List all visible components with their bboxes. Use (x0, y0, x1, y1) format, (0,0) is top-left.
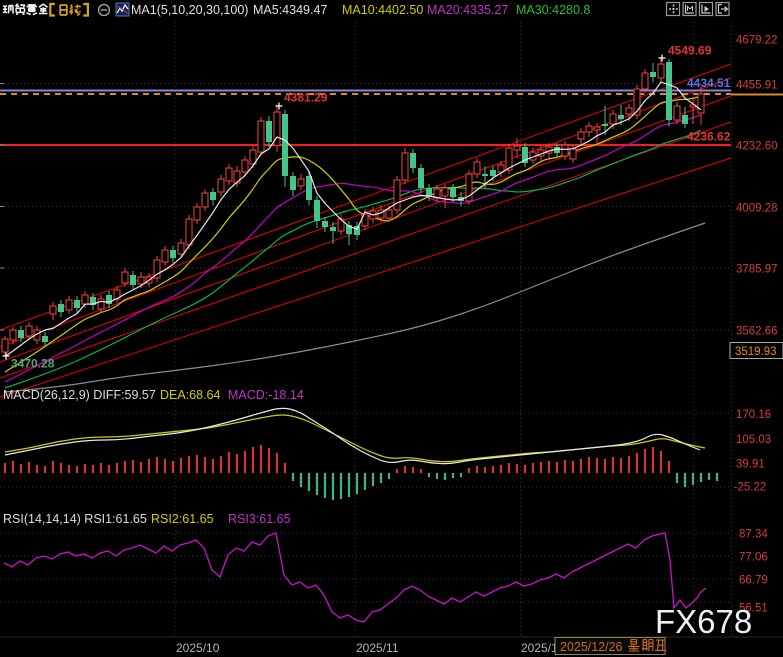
svg-text:4232.60: 4232.60 (736, 141, 778, 153)
svg-text:RSI2:61.65: RSI2:61.65 (151, 512, 214, 526)
svg-text:RSI3:61.65: RSI3:61.65 (228, 512, 291, 526)
svg-text:MACD:-18.14: MACD:-18.14 (228, 388, 304, 402)
svg-text:MA20:4335.27: MA20:4335.27 (427, 3, 508, 17)
svg-text:MA10:4402.50: MA10:4402.50 (342, 3, 423, 17)
svg-text:FX678: FX678 (655, 603, 752, 640)
svg-text:3562.66: 3562.66 (736, 326, 778, 338)
svg-text:105.03: 105.03 (736, 434, 771, 446)
svg-text:56.51: 56.51 (739, 603, 768, 615)
svg-text:MACD(26,12,9) DIFF:59.57: MACD(26,12,9) DIFF:59.57 (3, 388, 156, 402)
svg-text:4381.29: 4381.29 (284, 91, 328, 105)
svg-text:MA5:4349.47: MA5:4349.47 (253, 3, 327, 17)
svg-text:4236.62: 4236.62 (687, 130, 731, 144)
svg-text:2025/10: 2025/10 (176, 641, 220, 655)
svg-text:4549.69: 4549.69 (668, 44, 712, 58)
svg-text:3785.97: 3785.97 (736, 264, 778, 276)
svg-text:2025/12/26: 2025/12/26 (560, 640, 623, 654)
svg-text:4679.22: 4679.22 (736, 35, 778, 47)
svg-text:66.79: 66.79 (739, 575, 768, 587)
svg-text:-25.22: -25.22 (734, 482, 767, 494)
svg-text:4434.51: 4434.51 (687, 76, 731, 90)
svg-text:77.06: 77.06 (739, 552, 768, 564)
svg-text:3519.93: 3519.93 (735, 346, 777, 358)
svg-text:4455.91: 4455.91 (736, 80, 778, 92)
svg-text:2025/12: 2025/12 (521, 641, 565, 655)
svg-text:DEA:68.64: DEA:68.64 (160, 388, 221, 402)
svg-text:87.34: 87.34 (739, 529, 768, 541)
svg-text:3470.28: 3470.28 (11, 357, 55, 371)
svg-text:170.16: 170.16 (736, 409, 771, 421)
svg-text:4009.28: 4009.28 (736, 203, 778, 215)
svg-text:MA1(5,10,20,30,100): MA1(5,10,20,30,100) (131, 3, 248, 17)
svg-text:39.91: 39.91 (736, 459, 765, 471)
svg-text:RSI(14,14,14) RSI1:61.65: RSI(14,14,14) RSI1:61.65 (3, 512, 147, 526)
svg-text:2025/11: 2025/11 (356, 641, 399, 655)
svg-text:MA30:4280.8: MA30:4280.8 (516, 3, 590, 17)
